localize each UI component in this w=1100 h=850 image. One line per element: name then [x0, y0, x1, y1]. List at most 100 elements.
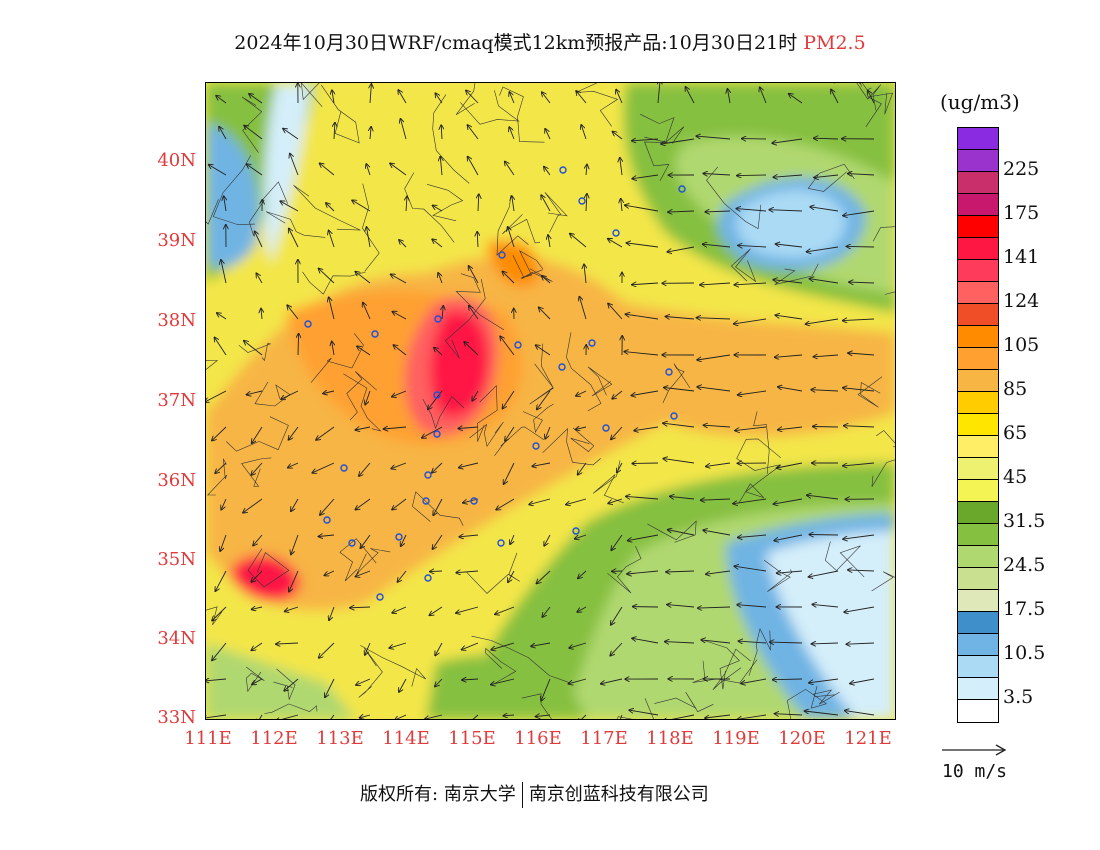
wind-arrow [703, 244, 731, 248]
wind-arrow [430, 571, 443, 572]
boundary-line [730, 248, 757, 283]
wind-arrow [697, 318, 731, 319]
wind-arrow [468, 157, 479, 176]
wind-arrow [472, 390, 479, 401]
boundary-line [293, 184, 361, 231]
wind-arrow [355, 427, 371, 430]
boundary-line [343, 373, 382, 432]
boundary-line [455, 273, 505, 331]
wind-arrow [221, 260, 227, 284]
wind-arrow [495, 606, 515, 614]
wind-arrow [576, 390, 587, 396]
legend-swatch [958, 480, 998, 502]
wind-arrow [814, 355, 839, 357]
wind-arrow [216, 96, 227, 104]
wind-arrow [212, 642, 227, 660]
wind-arrow [398, 90, 407, 104]
lon-tick: 119E [712, 728, 760, 749]
wind-arrow [632, 139, 659, 141]
wind-arrow [433, 534, 443, 549]
wind-arrow [811, 390, 839, 391]
boundary-line [856, 83, 882, 111]
wind-arrow [391, 462, 407, 469]
wind-arrow [529, 498, 551, 505]
legend-swatch [958, 458, 998, 480]
wind-arrow [505, 426, 515, 441]
wind-arrow [217, 313, 227, 320]
boundary-line [587, 366, 613, 397]
lon-tick: 118E [646, 728, 694, 749]
city-marker [434, 315, 442, 323]
wind-arrow [363, 303, 371, 320]
city-marker [612, 229, 620, 237]
legend-label: 85 [1003, 378, 1028, 400]
wind-arrow [578, 462, 587, 475]
wind-arrow [392, 498, 407, 510]
boundary-line [704, 640, 740, 690]
wind-arrow [243, 498, 263, 513]
city-marker [433, 391, 441, 399]
wind-arrow [532, 462, 551, 466]
wind-arrow [215, 338, 227, 356]
wind-arrow [350, 607, 371, 608]
wind-arrow [735, 426, 767, 431]
city-marker [340, 464, 348, 472]
wind-arrow [809, 535, 839, 536]
footer-divider [521, 782, 523, 808]
city-marker [395, 533, 403, 541]
wind-arrow [812, 604, 839, 607]
wind-arrow [509, 92, 515, 104]
wind-arrow [433, 206, 443, 212]
boundary-line [654, 692, 714, 713]
wind-arrow [737, 175, 767, 176]
wind-arrow [733, 498, 767, 504]
legend-label: 124 [1003, 290, 1040, 312]
wind-arrow [442, 306, 443, 320]
wind-arrow [434, 348, 443, 356]
legend-swatch [958, 260, 998, 282]
wind-arrow [664, 388, 695, 392]
legend-swatch [958, 568, 998, 590]
wind-arrow [569, 642, 587, 648]
wind-arrow [370, 127, 371, 140]
wind-arrow [276, 714, 299, 719]
legend-swatch [958, 348, 998, 370]
wind-arrow [464, 342, 479, 356]
wind-arrow [370, 84, 371, 104]
wind-arrow [806, 318, 839, 324]
boundary-line [465, 552, 520, 594]
wind-arrow [577, 606, 587, 612]
wind-arrow [324, 570, 335, 575]
boundary-line [521, 693, 552, 719]
wind-arrow [329, 231, 335, 248]
wind-arrow [666, 571, 695, 572]
wind-arrow [545, 426, 551, 439]
wind-arrow [504, 462, 515, 484]
boundary-line [484, 647, 517, 684]
boundary-line [477, 385, 498, 442]
wind-arrow [312, 462, 335, 473]
wind-arrow [628, 534, 659, 541]
legend-swatch [958, 612, 998, 634]
wind-arrow [581, 125, 587, 140]
wind-arrow [705, 211, 731, 212]
legend-swatch [958, 370, 998, 392]
wind-arrow [221, 498, 227, 510]
wind-arrow [776, 244, 803, 248]
legend-label: 17.5 [1003, 598, 1046, 620]
wind-arrow [360, 534, 371, 548]
wind-arrow [610, 642, 623, 656]
wind-arrow [459, 535, 479, 537]
boundary-line [264, 703, 318, 714]
wind-arrow [462, 679, 479, 680]
wind-arrow [773, 280, 803, 284]
wind-arrow [209, 165, 227, 176]
wind-arrow [329, 297, 335, 320]
wind-arrow [813, 427, 839, 428]
wind-arrow [537, 390, 551, 409]
wind-arrow [611, 534, 623, 550]
wind-arrow [601, 678, 623, 684]
legend-swatch [958, 392, 998, 414]
wind-arrow [220, 534, 227, 551]
wind-arrow [704, 425, 731, 427]
